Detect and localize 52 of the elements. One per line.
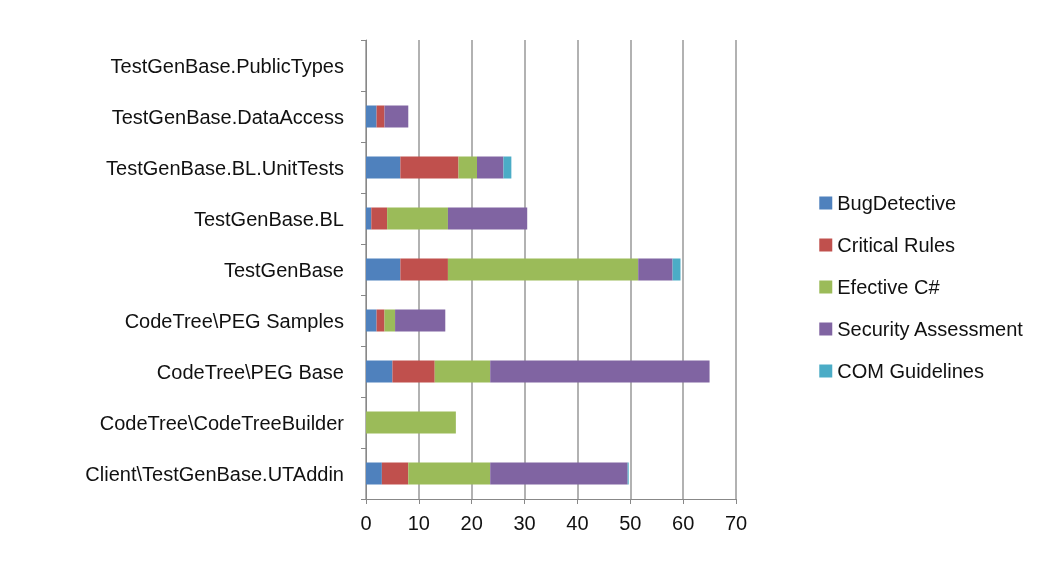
bar (366, 462, 382, 485)
y-tick-label: TestGenBase.PublicTypes (110, 54, 344, 77)
bar (400, 258, 448, 281)
y-tick-label: TestGenBase.DataAccess (111, 105, 344, 128)
bar (366, 156, 401, 179)
y-tick-label: TestGenBase (223, 258, 344, 281)
bar (366, 258, 401, 281)
y-tick-label: CodeTree\PEG Samples (124, 309, 344, 332)
bar (366, 309, 377, 332)
y-tick-label: CodeTree\CodeTreeBuilder (99, 411, 345, 434)
bar (366, 207, 372, 230)
legend-label: Security Assessment (837, 318, 1024, 340)
legend-label: Critical Rules (837, 234, 956, 256)
x-tick-label: 30 (513, 512, 536, 534)
x-tick-label: 60 (672, 512, 695, 534)
y-tick-label: CodeTree\PEG Base (156, 360, 344, 383)
bar (381, 462, 409, 485)
bar (387, 207, 448, 230)
bar (447, 258, 639, 281)
bar (408, 462, 491, 485)
bar (477, 156, 504, 179)
legend-label: COM Guidelines (837, 360, 984, 382)
legend-label: BugDetective (837, 192, 957, 214)
bar (366, 105, 377, 128)
bar (366, 411, 456, 434)
bar (447, 207, 528, 230)
y-tick-label: TestGenBase.BL (193, 207, 344, 230)
bar (434, 360, 491, 383)
bar (384, 309, 396, 332)
bar (400, 156, 459, 179)
bar (366, 360, 393, 383)
bar (376, 309, 385, 332)
x-tick-label: 10 (407, 512, 430, 534)
y-tick-label: Client\TestGenBase.UTAddin (85, 462, 344, 485)
x-tick-label: 20 (460, 512, 483, 534)
bar (638, 258, 673, 281)
bar (458, 156, 477, 179)
x-tick-label: 70 (724, 512, 748, 534)
bar (371, 207, 388, 230)
x-tick-label: 0 (360, 512, 372, 534)
y-tick-label: TestGenBase.BL.UnitTests (106, 156, 344, 179)
bar (384, 105, 409, 128)
bar (376, 105, 385, 128)
bar (392, 360, 435, 383)
bar (490, 462, 628, 485)
bar (503, 156, 512, 179)
x-tick-label: 40 (566, 512, 589, 534)
bar (395, 309, 446, 332)
bar (490, 360, 710, 383)
bar (672, 258, 681, 281)
legend-label: Efective C# (837, 276, 941, 298)
x-tick-label: 50 (619, 512, 642, 534)
